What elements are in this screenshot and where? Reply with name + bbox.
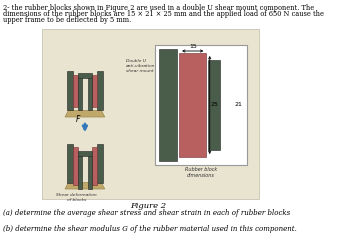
Text: 15: 15	[189, 44, 197, 49]
Bar	[159, 49, 177, 161]
Bar	[78, 151, 92, 156]
Text: (b) determine the shear modulus G of the rubber material used in this component.: (b) determine the shear modulus G of the…	[4, 225, 297, 233]
Bar	[73, 147, 78, 185]
Text: Shear deformation
of blocks: Shear deformation of blocks	[56, 193, 97, 202]
Bar	[179, 53, 206, 157]
Text: Figure 2: Figure 2	[131, 202, 167, 210]
Bar	[97, 144, 103, 183]
Text: dimensions of the rubber blocks are 15 × 21 × 25 mm and the applied load of 650 : dimensions of the rubber blocks are 15 ×…	[4, 10, 324, 18]
Bar	[78, 73, 92, 78]
Bar	[92, 75, 97, 107]
Text: 2- the rubber blocks shown in Figure 2 are used in a double U shear mount compon: 2- the rubber blocks shown in Figure 2 a…	[4, 4, 315, 12]
Bar	[88, 156, 92, 188]
Text: F: F	[76, 116, 80, 124]
Bar	[67, 144, 73, 183]
Polygon shape	[65, 183, 105, 189]
Bar	[97, 71, 103, 110]
Bar	[208, 60, 220, 150]
Text: Double U
anti-vibration
shear mount: Double U anti-vibration shear mount	[126, 59, 155, 73]
Bar	[42, 29, 259, 199]
Text: (a) determine the average shear stress and shear strain in each of rubber blocks: (a) determine the average shear stress a…	[4, 209, 290, 217]
Text: 25: 25	[211, 103, 218, 107]
Bar	[73, 75, 78, 107]
Bar	[67, 71, 73, 110]
Bar	[155, 45, 247, 165]
Text: 21: 21	[234, 103, 242, 107]
Bar	[78, 78, 82, 110]
Bar	[78, 156, 82, 188]
Bar	[92, 147, 97, 185]
Text: Rubber block
dimensions: Rubber block dimensions	[185, 167, 217, 178]
Text: upper frame to be deflected by 5 mm.: upper frame to be deflected by 5 mm.	[4, 16, 132, 24]
Bar	[88, 78, 92, 110]
Polygon shape	[65, 110, 105, 117]
